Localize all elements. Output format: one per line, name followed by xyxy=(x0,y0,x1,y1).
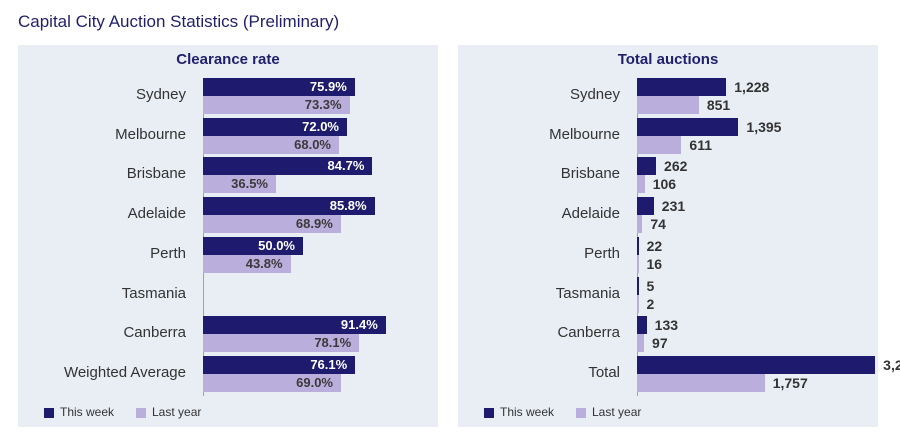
data-label-this-week-sydney: 75.9% xyxy=(309,79,347,94)
bar-this-week-sydney xyxy=(203,78,355,96)
data-label-last-year-tasmania: 2 xyxy=(646,295,655,312)
bar-this-week-melbourne xyxy=(637,117,739,136)
data-label-last-year-weighted-average: 69.0% xyxy=(296,374,333,390)
bar-last-year-melbourne xyxy=(637,135,682,154)
legend-swatch-this-week xyxy=(44,408,54,418)
category-label-perth: Perth xyxy=(584,244,620,262)
data-label-last-year-adelaide: 68.9% xyxy=(295,216,333,232)
category-label-melbourne: Melbourne xyxy=(115,125,186,143)
bar-last-year-sydney xyxy=(637,96,699,114)
data-label-this-week-perth: 50.0% xyxy=(258,237,295,253)
category-label-sydney: Sydney xyxy=(569,86,620,103)
data-label-this-week-total: 3,276 xyxy=(883,356,900,373)
category-label-perth: Perth xyxy=(150,244,186,262)
data-label-this-week-melbourne: 72.0% xyxy=(302,118,339,134)
category-label-canberra: Canberra xyxy=(557,324,620,342)
category-label-sydney: Sydney xyxy=(135,86,186,103)
bar-last-year-brisbane xyxy=(203,175,276,194)
data-label-this-week-canberra: 133 xyxy=(654,317,679,334)
data-label-last-year-canberra: 78.1% xyxy=(314,335,352,351)
bar-this-week-sydney xyxy=(637,78,727,96)
bar-this-week-melbourne xyxy=(203,117,347,136)
total-auctions-panel: Total auctions Sydney 1,228 851 Melbourne 1,… xyxy=(458,45,900,427)
data-label-last-year-total: 1,757 xyxy=(772,374,808,391)
legend-label-this-week: This week xyxy=(500,405,555,419)
data-label-last-year-brisbane: 106 xyxy=(652,176,677,193)
data-label-last-year-perth: 43.8% xyxy=(245,255,283,271)
legend-swatch-this-week xyxy=(484,408,494,418)
clearance-rate-panel: Clearance rate Sydney 75.9% 73.3% Melbourne… xyxy=(18,45,438,427)
page-title: Capital City Auction Statistics (Prelimi… xyxy=(18,12,340,31)
bar-last-year-canberra xyxy=(203,334,360,353)
bar-last-year-adelaide xyxy=(203,215,341,234)
category-label-melbourne: Melbourne xyxy=(549,125,620,143)
bar-this-week-tasmania xyxy=(637,276,639,295)
data-label-last-year-canberra: 97 xyxy=(652,335,668,352)
category-label-tasmania: Tasmania xyxy=(121,284,186,302)
data-label-this-week-brisbane: 262 xyxy=(664,158,688,175)
bar-last-year-sydney xyxy=(203,96,350,114)
data-label-this-week-melbourne: 1,395 xyxy=(746,118,782,135)
data-label-last-year-adelaide: 74 xyxy=(650,216,666,233)
bar-this-week-canberra xyxy=(637,316,647,335)
data-label-last-year-brisbane: 36.5% xyxy=(231,176,268,192)
category-label-weighted-average: Weighted Average xyxy=(63,363,186,381)
legend-swatch-last-year xyxy=(136,408,146,418)
bar-this-week-adelaide xyxy=(637,197,654,216)
bar-last-year-melbourne xyxy=(203,135,339,154)
legend-label-last-year: Last year xyxy=(592,405,642,419)
bar-last-year-weighted-average xyxy=(203,373,341,392)
bar-this-week-brisbane xyxy=(637,157,657,176)
data-label-last-year-sydney: 851 xyxy=(706,97,731,113)
legend-swatch-last-year xyxy=(576,408,586,418)
bar-last-year-tasmania xyxy=(637,294,639,313)
category-label-total: Total xyxy=(588,363,620,381)
bar-this-week-perth xyxy=(637,236,639,255)
data-label-this-week-sydney: 1,228 xyxy=(734,79,770,95)
category-label-brisbane: Brisbane xyxy=(126,165,186,183)
data-label-this-week-perth: 22 xyxy=(646,237,663,254)
bar-last-year-canberra xyxy=(637,334,645,353)
data-label-this-week-weighted-average: 76.1% xyxy=(310,356,348,372)
data-label-last-year-melbourne: 68.0% xyxy=(294,136,331,152)
category-label-tasmania: Tasmania xyxy=(555,284,620,302)
bar-this-week-total xyxy=(637,355,876,374)
legend-label-this-week: This week xyxy=(60,405,115,419)
bar-last-year-total xyxy=(637,373,765,392)
category-label-brisbane: Brisbane xyxy=(560,165,620,183)
legend-label-last-year: Last year xyxy=(152,405,202,419)
data-label-this-week-adelaide: 85.8% xyxy=(329,198,367,214)
bar-this-week-perth xyxy=(203,236,303,255)
bar-last-year-adelaide xyxy=(637,215,643,234)
category-label-adelaide: Adelaide xyxy=(127,205,186,223)
bar-this-week-adelaide xyxy=(203,197,375,216)
data-label-this-week-tasmania: 5 xyxy=(646,277,655,294)
category-label-adelaide: Adelaide xyxy=(561,205,620,223)
bar-this-week-brisbane xyxy=(203,157,373,176)
bar-this-week-weighted-average xyxy=(203,355,356,374)
bar-last-year-brisbane xyxy=(637,175,645,194)
data-label-last-year-sydney: 73.3% xyxy=(304,97,342,112)
bar-last-year-perth xyxy=(637,254,639,273)
data-label-last-year-perth: 16 xyxy=(646,255,663,272)
data-label-this-week-adelaide: 231 xyxy=(661,198,686,215)
total-auctions-title: Total auctions xyxy=(617,51,719,68)
bar-this-week-canberra xyxy=(203,316,386,335)
bar-last-year-perth xyxy=(203,254,291,273)
category-label-canberra: Canberra xyxy=(123,324,186,342)
clearance-rate-title: Clearance rate xyxy=(176,51,280,68)
data-label-this-week-brisbane: 84.7% xyxy=(327,158,365,174)
data-label-this-week-canberra: 91.4% xyxy=(340,317,378,333)
data-label-last-year-melbourne: 611 xyxy=(689,136,712,153)
